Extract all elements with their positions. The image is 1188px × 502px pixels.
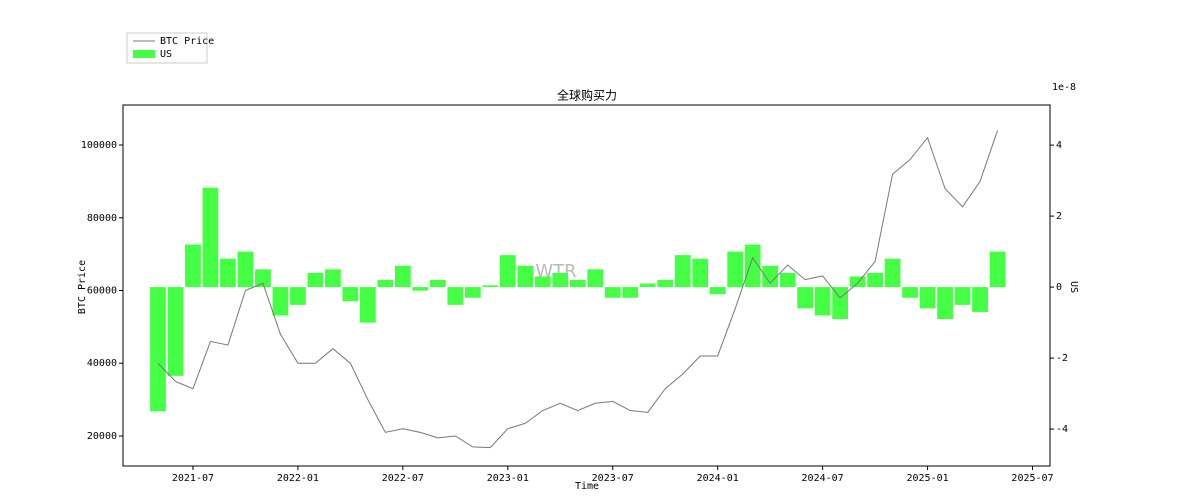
legend-label: BTC Price xyxy=(160,36,214,47)
bar xyxy=(727,251,744,288)
bar xyxy=(884,258,901,288)
bar xyxy=(762,265,779,288)
y-tick-label: 60000 xyxy=(87,286,117,297)
bar xyxy=(797,287,814,309)
bar xyxy=(692,258,709,288)
legend: BTC Price US xyxy=(126,32,214,64)
x-tick-label: 2025-07 xyxy=(1011,473,1053,484)
x-axis-label: Time xyxy=(575,481,599,492)
bar xyxy=(202,187,219,288)
y2-tick-label: -2 xyxy=(1056,353,1068,364)
bar xyxy=(832,287,848,320)
y2-tick-label: 2 xyxy=(1056,211,1062,222)
bar xyxy=(255,269,271,288)
bar xyxy=(552,272,569,288)
bar xyxy=(657,279,674,288)
bar xyxy=(919,287,936,309)
bar xyxy=(779,272,796,288)
bar xyxy=(464,287,481,298)
bar xyxy=(814,287,831,316)
bar xyxy=(325,269,341,288)
bar xyxy=(937,287,953,320)
bar xyxy=(902,287,918,298)
bar xyxy=(587,269,604,288)
bar xyxy=(569,279,586,288)
bar xyxy=(167,287,184,376)
bar xyxy=(237,251,254,288)
y2-tick-label: 4 xyxy=(1056,140,1062,151)
bar xyxy=(150,287,166,412)
x-tick-label: 2022-01 xyxy=(277,473,319,484)
bar xyxy=(482,285,499,288)
x-tick-label: 2024-01 xyxy=(697,473,739,484)
y2-tick-label: -4 xyxy=(1056,424,1068,435)
y-tick-label: 80000 xyxy=(87,213,117,224)
bar xyxy=(604,287,621,298)
bar xyxy=(744,244,761,288)
bar xyxy=(867,272,883,288)
x-tick-label: 2022-07 xyxy=(382,473,424,484)
bar xyxy=(517,265,534,288)
bar xyxy=(499,255,516,288)
bar xyxy=(989,251,1006,288)
bar xyxy=(849,276,866,288)
bar xyxy=(972,287,988,312)
x-tick-label: 2023-01 xyxy=(487,473,529,484)
bar xyxy=(394,265,411,288)
x-tick-label: 2025-01 xyxy=(906,473,948,484)
y-tick-label: 100000 xyxy=(81,140,117,151)
bar xyxy=(359,287,376,323)
legend-label: US xyxy=(160,49,172,60)
x-tick-label: 2023-07 xyxy=(592,473,634,484)
bar xyxy=(709,287,726,295)
bar xyxy=(412,287,429,291)
plot-frame xyxy=(122,104,1051,467)
bar xyxy=(622,287,639,298)
y2-tick-label: 0 xyxy=(1056,282,1062,293)
bar xyxy=(342,287,359,302)
bar xyxy=(272,287,289,316)
bar xyxy=(954,287,971,305)
y-axis-label: BTC Price xyxy=(77,260,88,314)
bar xyxy=(639,283,656,288)
bar xyxy=(534,276,551,288)
price-line xyxy=(157,130,999,449)
y-tick-label: 40000 xyxy=(87,358,117,369)
bar xyxy=(377,279,394,288)
bar xyxy=(429,279,446,288)
bar xyxy=(290,287,306,305)
bar xyxy=(220,258,236,288)
legend-patch xyxy=(133,50,155,58)
bar xyxy=(447,287,464,305)
y2-offset-label: 1e-8 xyxy=(1052,82,1076,93)
chart-title: 全球购买力 xyxy=(557,88,617,103)
y2-axis-label: US xyxy=(1068,281,1079,293)
x-tick-label: 2024-07 xyxy=(802,473,844,484)
bar xyxy=(307,272,324,288)
bar xyxy=(674,255,691,288)
x-tick-label: 2021-07 xyxy=(172,473,214,484)
bar xyxy=(185,244,201,288)
y-tick-label: 20000 xyxy=(87,431,117,442)
